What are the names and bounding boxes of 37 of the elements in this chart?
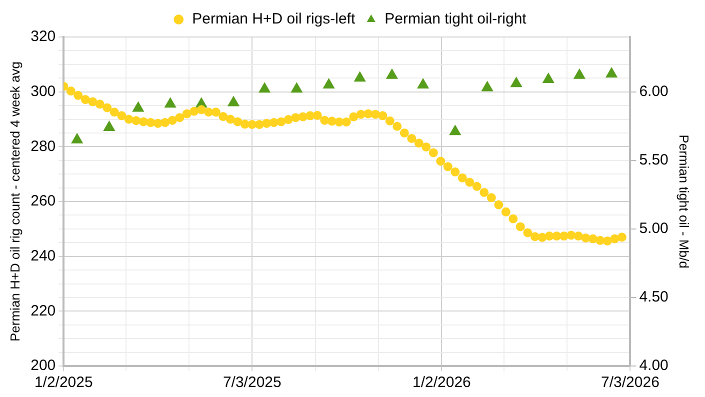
point [354, 71, 366, 82]
y2-tick-label: 4.00 [639, 357, 668, 374]
y2-tick-label: 4.50 [639, 288, 668, 306]
y-tick-label: 320 [30, 28, 56, 46]
y2-tick-label: 5.50 [639, 152, 668, 169]
point [416, 78, 430, 88]
legend-label: Permian tight oil-right [384, 10, 528, 28]
point [542, 72, 554, 83]
y-tick-label: 300 [30, 82, 56, 100]
y-tick-label: 200 [30, 357, 56, 374]
point [386, 68, 398, 79]
y-tick-label: 260 [30, 192, 56, 210]
point [71, 132, 84, 144]
y-axis-title: Permian H+D oil rig count - centered 4 week avg [7, 62, 22, 342]
point [510, 76, 522, 88]
point [449, 124, 462, 136]
y-tick-label: 280 [30, 138, 56, 155]
legend-label: Permian H+D oil rigs-left [192, 10, 356, 28]
point [606, 67, 618, 78]
y2-tick-label: 6.00 [639, 82, 668, 100]
point [258, 82, 271, 93]
point [103, 120, 116, 131]
y-tick-label: 240 [30, 247, 56, 264]
point [164, 97, 176, 108]
point [481, 80, 494, 92]
point [132, 101, 144, 112]
x-tick-label: 7/3/2025 [222, 374, 282, 392]
y2-tick-label: 5.00 [639, 220, 668, 238]
point [573, 68, 586, 79]
x-tick-label: 1/2/2026 [412, 374, 471, 392]
point [290, 82, 303, 93]
point [322, 78, 335, 88]
y-tick-label: 220 [30, 302, 56, 320]
y2-axis-title: Permian tight oil - Mb/d [676, 134, 692, 268]
x-tick-label: 7/3/2026 [601, 374, 660, 392]
x-tick-label: 1/2/2025 [34, 374, 93, 392]
point [227, 96, 240, 106]
